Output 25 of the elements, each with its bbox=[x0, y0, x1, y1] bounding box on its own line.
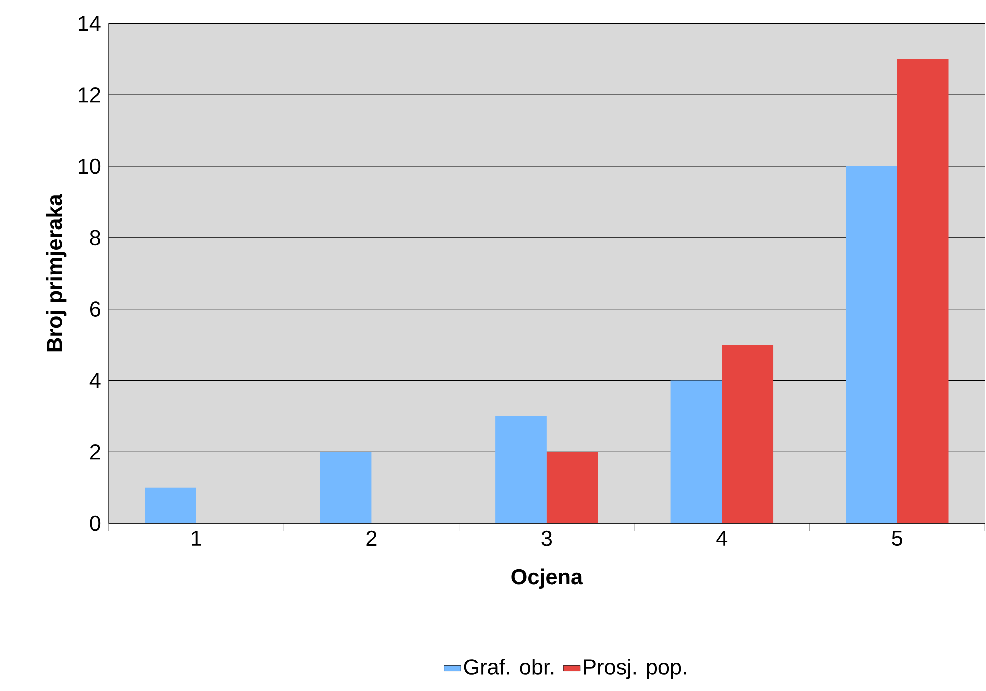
y-tick-label: 2 bbox=[90, 444, 100, 460]
y-tick-label: 4 bbox=[90, 373, 101, 388]
bar bbox=[670, 380, 722, 524]
y-tick-label: 10 bbox=[78, 158, 101, 174]
y-tick-label: 8 bbox=[90, 230, 100, 246]
x-tick-label: 1 bbox=[192, 530, 202, 546]
bar bbox=[546, 452, 598, 524]
legend-label: Prosj. pop. bbox=[584, 658, 686, 679]
bar bbox=[145, 488, 196, 524]
x-tick-label: 5 bbox=[892, 530, 903, 546]
bar bbox=[722, 344, 774, 524]
y-tick-label: 14 bbox=[78, 16, 101, 31]
y-tick-label: 6 bbox=[90, 301, 100, 317]
bar bbox=[496, 416, 547, 524]
y-tick-label: 0 bbox=[90, 516, 101, 531]
bar bbox=[897, 59, 949, 524]
bar bbox=[846, 166, 898, 524]
x-tick-label: 4 bbox=[716, 530, 728, 546]
legend-label: Graf. obr. bbox=[464, 658, 554, 675]
y-axis-title: Broj primjeraka bbox=[46, 194, 67, 352]
x-axis-title: Ocjena bbox=[512, 568, 584, 589]
y-tick-label: 12 bbox=[78, 87, 100, 102]
x-tick-label: 3 bbox=[542, 530, 552, 546]
x-tick-label: 2 bbox=[366, 530, 377, 546]
bar bbox=[320, 452, 372, 524]
